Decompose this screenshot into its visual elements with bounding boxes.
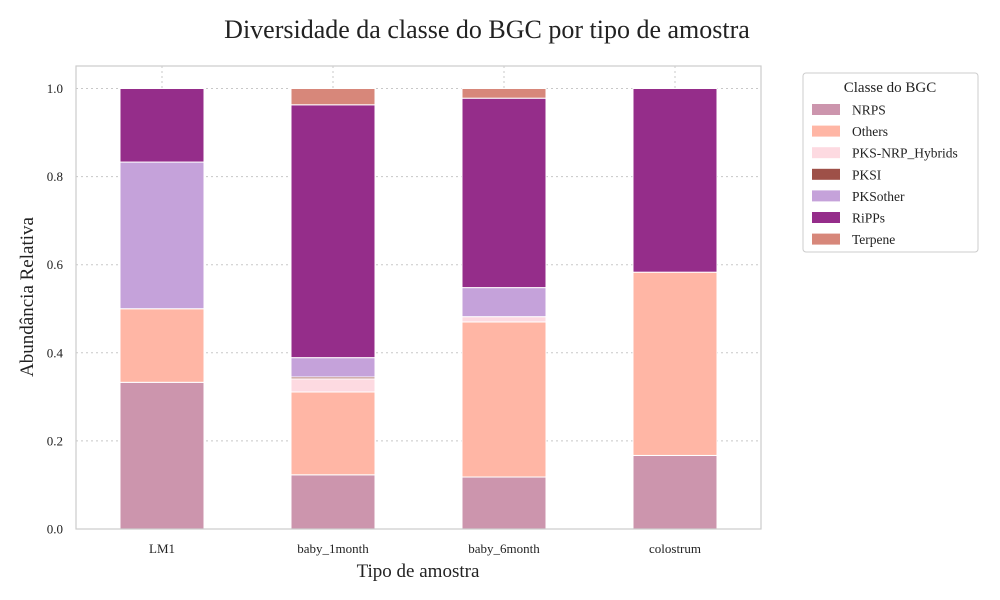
plot-area-frame xyxy=(75,65,762,530)
legend-item: Terpene xyxy=(812,232,895,247)
x-tick-label: colostrum xyxy=(649,541,701,556)
legend-swatch xyxy=(812,190,840,202)
bar-segment-ripps xyxy=(632,88,718,273)
legend-swatch xyxy=(812,147,840,159)
x-axis-ticks: LM1 baby_1month baby_6month colostrum xyxy=(149,541,701,556)
y-tick-label: 0.8 xyxy=(47,169,63,184)
bar-segment-pks-nrp-hybrids xyxy=(290,378,376,393)
x-axis-label: Tipo de amostra xyxy=(357,561,480,582)
y-tick-label: 1.0 xyxy=(47,81,63,96)
legend-swatch xyxy=(812,125,840,137)
y-tick-label: 0.2 xyxy=(47,433,63,448)
y-axis-label: Abundância Relativa xyxy=(17,217,38,377)
bar-segment-ripps xyxy=(290,104,376,359)
bar-segment-others xyxy=(632,271,718,456)
bar-segment-pks-nrp-hybrids xyxy=(461,316,547,323)
bar-segment-terpene xyxy=(290,88,376,106)
legend-swatch xyxy=(812,212,840,223)
bar-segment-ripps xyxy=(461,97,547,289)
legend-item: PKS-NRP_Hybrids xyxy=(812,146,958,161)
bar-segment-nrps xyxy=(119,381,205,530)
legend-label: PKSother xyxy=(852,189,905,204)
legend-label: PKSI xyxy=(852,167,882,182)
legend-item: PKSother xyxy=(812,189,905,204)
legend: Classe do BGC NRPS Others PKS-NRP_Hybrids P… xyxy=(802,72,979,253)
x-tick-label: LM1 xyxy=(149,541,175,556)
legend-label: NRPS xyxy=(852,103,886,118)
legend-swatch xyxy=(812,168,840,180)
legend-label: PKS-NRP_Hybrids xyxy=(852,146,958,161)
y-axis-ticks: 0.0 0.2 0.4 0.6 0.8 1.0 xyxy=(47,81,64,537)
bar-segment-terpene xyxy=(461,88,547,99)
y-tick-label: 0.0 xyxy=(47,522,63,537)
bar-segment-nrps xyxy=(632,454,718,530)
legend-swatch xyxy=(812,104,840,115)
x-tick-label: baby_1month xyxy=(297,541,369,556)
x-tick-label: baby_6month xyxy=(468,541,540,556)
bar-segment-others xyxy=(119,308,205,383)
bar-segment-pksother xyxy=(119,161,205,310)
y-tick-label: 0.6 xyxy=(47,257,64,272)
legend-swatch xyxy=(812,233,840,245)
bar-segment-others xyxy=(461,321,547,478)
bar-segment-others xyxy=(290,391,376,476)
legend-label: Terpene xyxy=(852,232,895,247)
legend-item: NRPS xyxy=(812,103,886,118)
legend-label: Others xyxy=(852,124,888,139)
legend-item: PKSI xyxy=(812,167,882,182)
legend-title: Classe do BGC xyxy=(844,80,937,96)
bar-segment-ripps xyxy=(119,88,205,163)
bar-segment-pksother xyxy=(461,287,547,318)
bar-segment-nrps xyxy=(290,474,376,530)
legend-label: RiPPs xyxy=(852,211,885,226)
legend-item: RiPPs xyxy=(812,211,885,226)
legend-items: NRPS Others PKS-NRP_Hybrids PKSI PKSother RiP… xyxy=(812,103,958,247)
bars xyxy=(119,88,718,530)
bar-segment-pksother xyxy=(290,357,376,378)
legend-frame xyxy=(802,72,979,253)
bar-segment-nrps xyxy=(461,476,547,530)
chart-title: Diversidade da classe do BGC por tipo de… xyxy=(224,15,750,44)
y-tick-label: 0.4 xyxy=(47,345,64,360)
legend-item: Others xyxy=(812,124,888,139)
